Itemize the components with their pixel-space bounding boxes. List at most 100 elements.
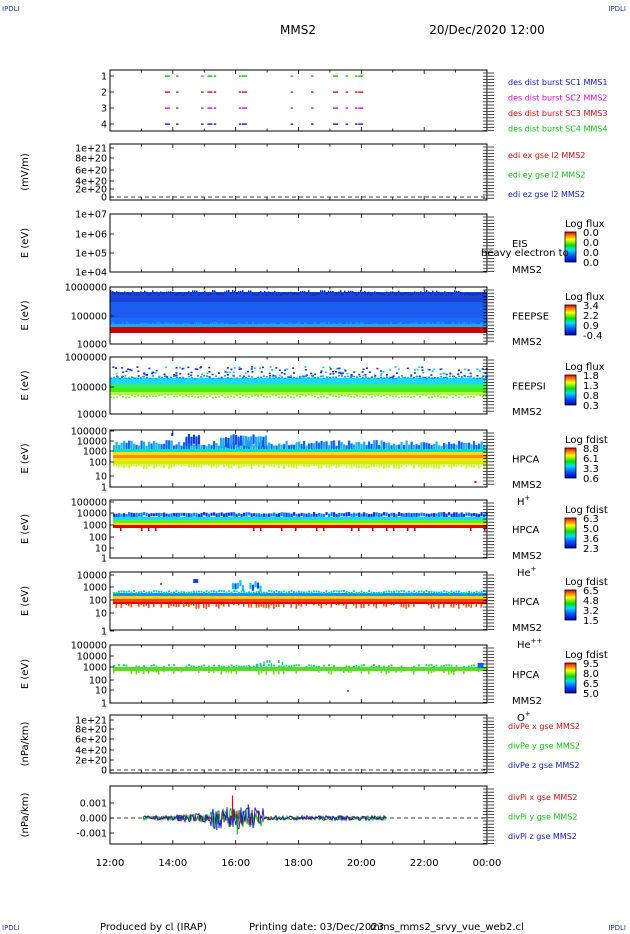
hpca-h-cell — [143, 464, 145, 469]
feepse-cell — [226, 323, 228, 325]
hpca-hepp-cell — [388, 590, 390, 593]
hpca-hepp-cell — [115, 591, 118, 594]
feepse-cell — [218, 292, 220, 295]
hpca-hepp-cell — [290, 590, 293, 593]
feepsi-cell — [449, 375, 451, 378]
hpca-hepp-cell — [438, 591, 440, 594]
hpca-h-cell — [323, 441, 326, 449]
feepsi-cell — [299, 377, 301, 380]
burst-marker — [290, 107, 294, 109]
hpca-hepp-cell — [158, 590, 160, 593]
feepsi-cell — [221, 377, 223, 379]
hpca-he-cell — [410, 513, 413, 518]
hpca-h-cell — [188, 441, 191, 449]
hpca-hepp-cell — [468, 604, 470, 607]
feepsi-cell — [179, 377, 181, 379]
feepsi-cell — [314, 373, 317, 376]
hpca-o-cell — [283, 671, 285, 675]
burst-marker — [345, 123, 349, 125]
feepse-cell — [230, 292, 232, 295]
hpca-hepp-cell — [310, 591, 313, 594]
feepse-cell — [248, 290, 250, 293]
hpca-hepp-cell — [193, 604, 195, 607]
hpca-h-cell — [333, 464, 335, 466]
hpca-o-cell — [185, 665, 188, 668]
hpca-o-cell — [388, 671, 390, 673]
feepse-cell — [126, 292, 128, 295]
y-tick-label: 100000 — [71, 312, 107, 323]
feepsi-cell — [340, 373, 343, 376]
feepsi-cell — [224, 371, 227, 373]
hpca-h-cell — [273, 464, 275, 468]
hpca-he-cell — [313, 512, 316, 517]
feepse-cell — [426, 290, 428, 293]
feepse-cell — [208, 324, 210, 327]
hpca-hepp-cell — [380, 591, 383, 594]
hpca-hepp-cell — [275, 590, 278, 593]
hpca-h-band — [113, 455, 487, 458]
hpca-h-enh — [190, 436, 193, 446]
hpca-h-cell — [363, 441, 366, 449]
feepsi-cell — [293, 372, 296, 374]
hpca-h-cell — [398, 444, 401, 449]
feepse-cell — [402, 324, 404, 326]
hpca-hepp-cell — [235, 590, 238, 593]
feepse-cell — [282, 292, 284, 295]
hpca-h-cell — [208, 464, 210, 467]
feepse-cell — [422, 322, 424, 324]
hpca-h-cell — [345, 445, 348, 449]
feepsi-cell — [320, 375, 322, 378]
hpca-o-cell — [150, 664, 153, 667]
hpca-hepp-cell — [458, 604, 460, 609]
hpca-hepp-cell — [263, 591, 265, 594]
hpca-hepp-cell — [290, 604, 293, 608]
footer-printing-date: Printing date: 03/Dec/2023 — [249, 922, 384, 933]
feepsi-cell — [212, 396, 214, 399]
hpca-o-cell — [333, 665, 335, 668]
y-tick-label: 2e+20 — [75, 185, 107, 196]
hpca-h-cell — [423, 442, 426, 449]
hpca-h-cell — [318, 464, 320, 469]
hpca-he-cell — [335, 513, 338, 518]
hpca-h-cell — [240, 464, 243, 468]
hpca-o-cell — [263, 664, 265, 667]
feepse-cell — [354, 323, 356, 325]
feepsi-cell — [140, 395, 142, 398]
hpca-he-cell — [215, 513, 218, 519]
y-tick-label: 100 — [89, 676, 107, 687]
corner-label-bottom-right: IPDLI — [608, 924, 626, 932]
feepse-cell — [156, 322, 158, 325]
feepse-cell — [312, 293, 314, 296]
feepse-cell — [150, 292, 152, 295]
feepsi-cell — [217, 372, 220, 374]
hpca-hepp-cell — [213, 590, 215, 593]
colorbar-tick-label: 6.3 — [583, 514, 599, 525]
feepsi-cell — [251, 371, 254, 373]
colorbar-tick-label: 0.8 — [583, 391, 599, 402]
hpca-h-cell — [115, 464, 118, 466]
hpca-h-cell — [218, 445, 221, 449]
hpca-h-enh — [262, 436, 265, 447]
feepsi-cell — [143, 395, 145, 398]
feepse-cell — [154, 323, 156, 326]
feepse-cell — [296, 323, 298, 325]
hpca-he-cell — [155, 528, 157, 531]
burst-marker — [333, 123, 339, 125]
colorbar-tick-label: 5.0 — [583, 524, 599, 535]
feepsi-cell — [158, 376, 160, 378]
hpca-h-cell — [123, 440, 126, 449]
hpca-o-cell — [233, 665, 235, 668]
feepse-cell — [216, 292, 218, 295]
feepse-cell — [314, 322, 316, 324]
hpca-hepp-enh — [249, 583, 252, 590]
hpca-hepp-cell — [400, 604, 403, 608]
hpca-h-cell — [343, 444, 346, 449]
hpca-h-cell — [295, 464, 298, 469]
feepsi-cell — [340, 372, 343, 375]
hpca-o-cell — [258, 671, 260, 675]
instrument-label: HPCA — [512, 670, 540, 681]
feepse-cell — [334, 293, 336, 296]
feepsi-cell — [302, 394, 304, 396]
hpca-he-cell — [205, 512, 208, 517]
hpca-he-cell — [133, 513, 136, 518]
